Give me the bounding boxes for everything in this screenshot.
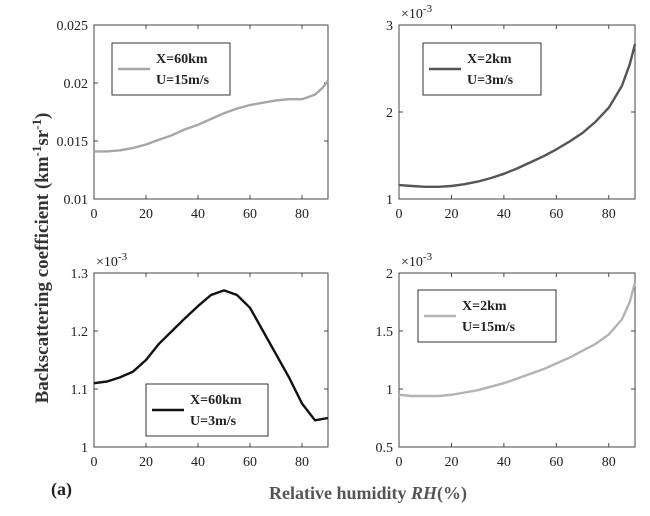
x-tick-label: 80 xyxy=(602,207,616,222)
subplot-3: 0 20 40 60 80 1 1.1 1.2 1.3 ×10-3 X=60km U=3m/s xyxy=(71,251,329,470)
x-tick-label: 60 xyxy=(549,455,563,470)
series-line xyxy=(398,43,637,188)
subplot-1: 0 20 40 60 80 0.01 0.015 0.02 0.025 X=60km U=15m/s xyxy=(57,19,329,222)
x-tick-label: 60 xyxy=(243,455,257,470)
y-tick-label: 1 xyxy=(81,441,88,456)
panel-tag: (a) xyxy=(51,479,72,500)
y-tick-label: 1 xyxy=(386,193,393,208)
legend-label-line1: X=2km xyxy=(462,299,507,314)
x-tick-label: 20 xyxy=(444,207,458,222)
x-tick-label: 40 xyxy=(497,207,511,222)
x-tick-label: 0 xyxy=(396,455,403,470)
y-tick-label: 2 xyxy=(386,106,393,121)
x-axis-label: Relative humidity RH(%) xyxy=(269,483,467,504)
x-tick-label: 0 xyxy=(91,207,98,222)
y-tick-label: 1.3 xyxy=(71,267,89,282)
x-tick-label: 60 xyxy=(549,207,563,222)
y-axis-label: Backscattering coefficient (km-1sr-1) xyxy=(29,113,53,404)
legend: X=60km U=3m/s xyxy=(145,383,269,437)
y-tick-label: 0.025 xyxy=(57,19,89,34)
axes-box xyxy=(398,272,636,448)
x-tick-label: 0 xyxy=(396,207,403,222)
legend-label-line2: U=3m/s xyxy=(190,414,237,429)
legend: X=2km U=3m/s xyxy=(422,42,542,96)
x-tick-label: 60 xyxy=(243,207,257,222)
axis-exponent: ×10-3 xyxy=(96,251,128,270)
y-tick-label: 0.01 xyxy=(64,193,89,208)
x-tick-label: 80 xyxy=(295,455,309,470)
x-tick-label: 20 xyxy=(139,207,153,222)
y-tick-label: 1.2 xyxy=(71,325,89,340)
series-line xyxy=(94,79,329,153)
x-tick-label: 40 xyxy=(497,455,511,470)
legend-label-line1: X=60km xyxy=(156,52,208,67)
y-tick-label: 0.015 xyxy=(57,135,89,150)
legend: X=2km U=15m/s xyxy=(417,289,557,343)
legend-label-line1: X=60km xyxy=(190,393,242,408)
subplot-4: 0 20 40 60 80 0.5 1 1.5 2 ×10-3 X=2km U=15m/s xyxy=(376,251,637,470)
axes-box xyxy=(93,24,329,200)
y-tick-label: 1 xyxy=(386,383,393,398)
legend: X=60km U=15m/s xyxy=(111,42,231,96)
x-tick-label: 40 xyxy=(191,455,205,470)
x-tick-label: 40 xyxy=(191,207,205,222)
x-tick-label: 20 xyxy=(139,455,153,470)
x-tick-label: 20 xyxy=(444,455,458,470)
y-tick-label: 1.5 xyxy=(376,325,394,340)
axis-exponent: ×10-3 xyxy=(401,251,433,270)
axes-box xyxy=(93,272,329,448)
y-tick-label: 2 xyxy=(386,267,393,282)
x-tick-label: 0 xyxy=(91,455,98,470)
y-tick-label: 0.5 xyxy=(376,441,394,456)
subplot-2: 0 20 40 60 80 1 2 3 ×10-3 X=2km U=3m/s xyxy=(386,3,637,222)
series-line xyxy=(93,289,329,422)
legend-label-line2: U=15m/s xyxy=(462,320,516,335)
x-tick-label: 80 xyxy=(295,207,309,222)
x-tick-label: 80 xyxy=(602,455,616,470)
y-tick-label: 3 xyxy=(386,19,393,34)
legend-label-line2: U=3m/s xyxy=(467,73,514,88)
y-tick-label: 1.1 xyxy=(71,383,89,398)
legend-label-line1: X=2km xyxy=(467,52,512,67)
y-tick-label: 0.02 xyxy=(64,77,89,92)
axis-exponent: ×10-3 xyxy=(401,3,433,22)
series-line xyxy=(398,281,637,398)
legend-label-line2: U=15m/s xyxy=(156,73,210,88)
